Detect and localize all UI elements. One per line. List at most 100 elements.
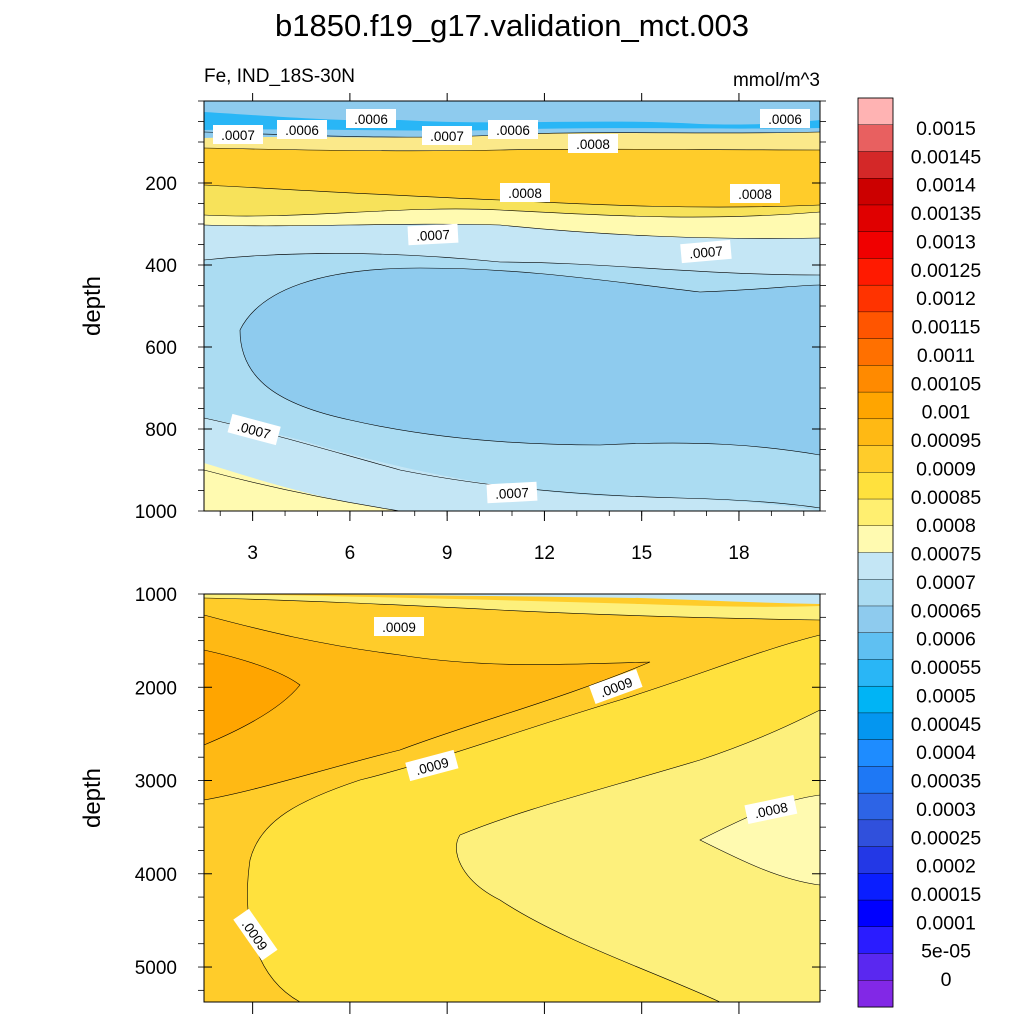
contour-label-text: .0006	[354, 112, 388, 127]
contour-label-box	[680, 239, 732, 264]
contour-label-text: .0007	[495, 485, 530, 502]
contour-label-box	[213, 125, 263, 144]
contour-label: .0008	[744, 795, 798, 825]
colorbar-label: 0.0004	[916, 742, 976, 764]
colorbar-swatch	[857, 204, 894, 233]
contour-label-box	[233, 908, 278, 961]
contour-label-box	[730, 184, 780, 203]
colorbar-swatch	[857, 418, 894, 447]
contour-label: .0009	[405, 749, 459, 782]
contour-label: .0006	[277, 120, 327, 139]
contour-label-box	[277, 120, 327, 139]
contour-label-text: .0006	[496, 123, 530, 138]
y-tick-label: 5000	[135, 958, 177, 979]
colorbar-label: 0.00125	[911, 260, 982, 282]
contour-label-box	[589, 669, 643, 705]
colorbar-label: 0.00055	[911, 657, 982, 679]
colorbar-label: 0.00095	[911, 430, 982, 452]
contour-label-text: .0007	[221, 128, 255, 143]
colorbar-label: 0.00105	[911, 373, 982, 395]
colorbar: 0.0015 0.00145 0.0014 0.00135 0.0013 0.00125 0…	[857, 97, 982, 1008]
colorbar-swatch	[857, 445, 894, 473]
colorbar-label: 0.00045	[911, 714, 982, 736]
contour-label-text: .0008	[576, 137, 610, 152]
colorbar-label: 0.0007	[916, 572, 976, 594]
contour-label-box	[488, 120, 538, 139]
colorbar-swatch	[857, 873, 894, 901]
upper-y-axis-label: depth	[79, 276, 106, 336]
colorbar-swatch	[857, 365, 894, 393]
contour-label-box	[422, 126, 472, 145]
contour-label: .0008	[730, 184, 780, 203]
colorbar-swatch	[857, 605, 894, 634]
lower-y-axis-label: depth	[79, 768, 106, 828]
contour-label-box	[405, 749, 459, 782]
colorbar-label: 0.00145	[911, 146, 982, 168]
lower-band-0.001	[204, 650, 300, 745]
colorbar-swatch	[857, 498, 894, 527]
lower-band-0.00075	[700, 795, 820, 885]
colorbar-swatch	[857, 97, 894, 126]
colorbar-label: 0.0014	[916, 175, 976, 197]
colorbar-label: 0.0003	[916, 799, 976, 821]
y-tick-label: 3000	[135, 772, 177, 793]
upper-contour-line	[239, 267, 821, 331]
contour-label: .0006	[346, 109, 396, 128]
contour-label: .0007	[227, 413, 281, 446]
colorbar-swatch	[857, 739, 894, 767]
upper-panel: Fe, IND_18S-30N mmol/m^3 .0	[79, 66, 826, 564]
contour-label-text: .0008	[508, 186, 542, 201]
contour-label-box	[760, 109, 810, 128]
x-tick-label: 18	[728, 543, 749, 564]
lower-band-surface-pale	[204, 594, 820, 620]
y-tick-label: 2000	[135, 678, 177, 699]
colorbar-label: 0.00075	[911, 544, 982, 566]
lower-plot-frame	[203, 593, 821, 1003]
upper-contour-labels: .0006 .0007 .0006 .0007 .0006 .0008 .0006 .0008…	[213, 109, 810, 504]
contour-label: .0007	[680, 239, 732, 264]
colorbar-swatch	[857, 792, 894, 821]
contour-label: .0006	[488, 120, 538, 139]
colorbar-label: 0.0002	[916, 856, 976, 878]
colorbar-swatch	[857, 178, 894, 206]
upper-band-deep-pale	[204, 470, 400, 511]
lower-contour-line	[203, 597, 821, 621]
contour-label-text: .0006	[285, 123, 319, 138]
lower-band-0.00095	[204, 615, 650, 800]
colorbar-swatch	[857, 926, 894, 955]
colorbar-label: 0.0015	[916, 118, 976, 140]
colorbar-swatch	[857, 472, 894, 500]
colorbar-swatch	[857, 766, 894, 794]
colorbar-swatch	[857, 338, 894, 366]
contour-label: .0007	[422, 126, 472, 145]
y-tick-label: 4000	[135, 865, 177, 886]
upper-contour-fill	[204, 101, 820, 512]
colorbar-label: 0.0009	[916, 458, 976, 480]
upper-contour-line	[203, 223, 821, 239]
colorbar-label: 0.0006	[916, 629, 976, 651]
colorbar-swatch	[857, 258, 894, 286]
x-tick-label: 12	[534, 543, 555, 564]
y-tick-label: 800	[145, 420, 177, 441]
lower-contour-line	[456, 709, 821, 1003]
colorbar-swatch	[857, 980, 894, 1008]
y-tick-label: 600	[145, 338, 177, 359]
colorbar-swatch	[857, 391, 894, 420]
colorbar-label: 0.00065	[911, 600, 982, 622]
lower-x-axis-ticks	[252, 1002, 740, 1014]
contour-label: .0007	[486, 481, 538, 504]
upper-contour-line	[203, 253, 821, 276]
colorbar-swatch	[857, 552, 894, 580]
colorbar-label: 0.00135	[911, 203, 982, 225]
colorbar-swatch	[857, 712, 894, 741]
contour-label-text: .0008	[738, 187, 772, 202]
colorbar-label: 0.0005	[916, 685, 976, 707]
lower-y-axis: 1000 2000 3000 4000 5000	[135, 585, 826, 991]
lower-contour-line	[203, 614, 651, 801]
contour-label-box	[500, 183, 550, 202]
upper-left-label: Fe, IND_18S-30N	[204, 66, 355, 87]
contour-label-text: .0007	[689, 244, 724, 262]
contour-label: .0008	[500, 183, 550, 202]
colorbar-swatch	[857, 579, 894, 607]
